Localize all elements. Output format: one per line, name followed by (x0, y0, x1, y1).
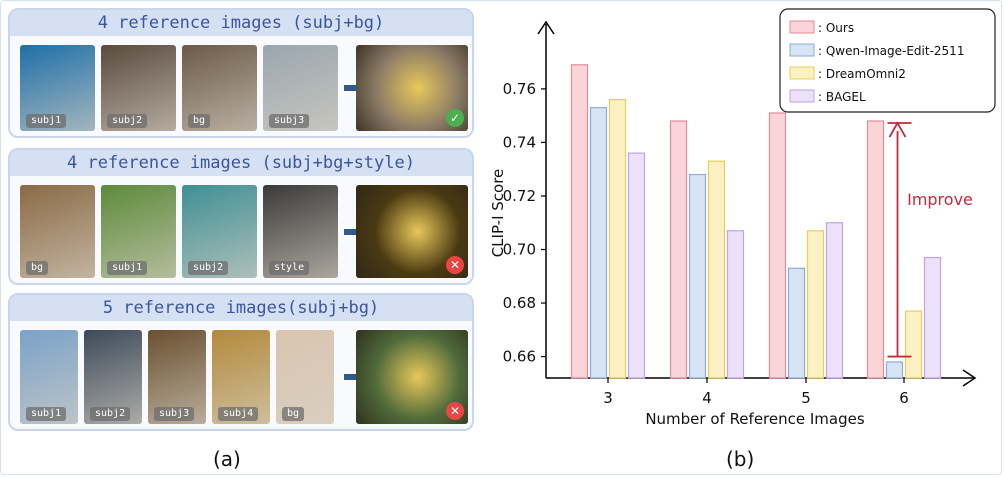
reference-image-label: bg (26, 261, 49, 275)
x-axis-label: Number of Reference Images (645, 410, 865, 428)
reference-row-title: 4 reference images (subj+bg+style) (10, 150, 472, 176)
reference-image-label: subj2 (90, 407, 131, 421)
legend-entry: : BAGEL (818, 90, 866, 104)
panel-a-caption: (a) (213, 447, 241, 471)
x-tick-label: 4 (702, 389, 712, 407)
reference-row-2: 4 reference images (subj+bg+style) bg subj… (8, 148, 474, 285)
x-tick-label: 5 (801, 389, 811, 407)
bar-dreamomni2-3 (608, 98, 627, 379)
x-tick-label: 6 (899, 389, 909, 407)
legend-swatch (789, 89, 815, 103)
reference-row-body: subj1 subj2 subj3 subj4 bg ✕ (10, 321, 472, 429)
y-axis-arrow (537, 20, 555, 35)
bar-dreamomni2-4 (707, 160, 726, 379)
improve-label: Improve (907, 190, 973, 209)
reference-image-style: style (263, 185, 338, 278)
reference-image-label: subj3 (154, 407, 195, 421)
reference-image-subj4: subj4 (212, 330, 270, 424)
bar-qwen-image-edit-2511-3 (589, 107, 608, 379)
reference-image-subj1: subj1 (101, 185, 176, 278)
reference-image-label: subj4 (218, 407, 259, 421)
legend-entry: : Ours (818, 21, 854, 35)
reference-image-subj1: subj1 (20, 330, 78, 424)
cross-icon: ✕ (446, 402, 464, 420)
bar-dreamomni2-5 (806, 230, 825, 379)
legend-swatch (789, 43, 815, 57)
reference-row-1: 4 reference images (subj+bg) subj1 subj2 bg… (8, 8, 474, 138)
reference-image-bg: bg (20, 185, 95, 278)
y-tick-label: 0.68 (503, 294, 536, 312)
reference-image-subj3: subj3 (263, 45, 338, 131)
bar-dreamomni2-6 (904, 310, 923, 379)
y-tick-label: 0.74 (503, 133, 536, 151)
bar-bagel-5 (825, 222, 844, 379)
reference-image-label: subj2 (107, 114, 148, 128)
x-tick-label: 3 (603, 389, 613, 407)
y-tick-label: 0.76 (503, 80, 536, 98)
y-tick-label: 0.72 (503, 187, 536, 205)
bar-qwen-image-edit-2511-5 (787, 267, 806, 379)
result-image: ✕ (356, 185, 468, 278)
reference-image-subj1: subj1 (20, 45, 95, 131)
reference-image-subj2: subj2 (84, 330, 142, 424)
cross-icon: ✕ (446, 256, 464, 274)
bar-ours-4 (669, 120, 688, 379)
reference-row-title: 4 reference images (subj+bg) (10, 10, 472, 36)
reference-image-bg: bg (276, 330, 334, 424)
x-axis-arrow (962, 369, 977, 387)
reference-image-label: subj1 (26, 407, 67, 421)
reference-image-label: style (269, 261, 310, 275)
reference-row-body: subj1 subj2 bg subj3 ✓ (10, 36, 472, 136)
reference-image-label: subj3 (269, 114, 310, 128)
legend-entry: : DreamOmni2 (818, 67, 906, 81)
y-tick-label: 0.66 (503, 348, 536, 366)
reference-image-label: bg (282, 407, 305, 421)
reference-row-3: 5 reference images(subj+bg) subj1 subj2 sub… (8, 293, 474, 431)
reference-image-label: subj1 (107, 261, 148, 275)
bar-bagel-6 (923, 256, 942, 379)
bar-ours-3 (570, 64, 589, 379)
legend-entry: : Qwen-Image-Edit-2511 (818, 44, 964, 58)
reference-image-label: bg (188, 114, 211, 128)
bar-bagel-4 (726, 230, 745, 379)
reference-row-body: bg subj1 subj2 style ✕ (10, 176, 472, 283)
result-image: ✕ (356, 330, 468, 424)
result-image: ✓ (356, 45, 468, 131)
reference-image-subj3: subj3 (148, 330, 206, 424)
reference-image-label: subj1 (26, 114, 67, 128)
y-axis-label: CLIP-I Score (489, 169, 507, 258)
panel-b-caption: (b) (726, 447, 755, 471)
reference-image-subj2: subj2 (101, 45, 176, 131)
reference-image-subj2: subj2 (182, 185, 257, 278)
reference-row-title: 5 reference images(subj+bg) (10, 295, 472, 321)
y-tick-label: 0.70 (503, 241, 536, 259)
reference-image-label: subj2 (188, 261, 229, 275)
legend-swatch (789, 20, 815, 34)
bar-bagel-3 (627, 152, 646, 379)
legend-box (779, 8, 996, 113)
bar-ours-5 (768, 112, 787, 379)
checkmark-icon: ✓ (446, 109, 464, 127)
bar-qwen-image-edit-2511-6 (885, 361, 904, 379)
legend-swatch (789, 66, 815, 80)
bar-ours-6 (866, 120, 885, 379)
reference-image-bg: bg (182, 45, 257, 131)
bar-qwen-image-edit-2511-4 (688, 173, 707, 379)
